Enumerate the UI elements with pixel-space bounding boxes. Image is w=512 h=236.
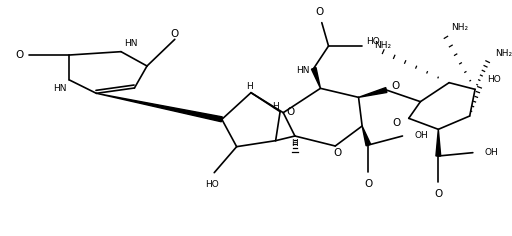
Text: OH: OH bbox=[484, 148, 498, 157]
Text: H: H bbox=[246, 82, 252, 91]
Text: O: O bbox=[15, 50, 24, 60]
Text: O: O bbox=[393, 118, 401, 128]
Polygon shape bbox=[96, 93, 222, 122]
Text: O: O bbox=[364, 179, 373, 189]
Polygon shape bbox=[311, 67, 321, 88]
Polygon shape bbox=[362, 126, 371, 146]
Text: HN: HN bbox=[124, 39, 137, 48]
Text: HN: HN bbox=[53, 84, 67, 93]
Text: O: O bbox=[434, 189, 442, 199]
Text: NH₂: NH₂ bbox=[374, 42, 391, 51]
Polygon shape bbox=[358, 88, 387, 97]
Text: HN: HN bbox=[296, 66, 310, 75]
Text: O: O bbox=[170, 29, 179, 39]
Text: O: O bbox=[316, 7, 324, 17]
Text: O: O bbox=[391, 81, 399, 91]
Text: HO: HO bbox=[487, 75, 501, 84]
Text: H: H bbox=[291, 139, 298, 148]
Text: NH₂: NH₂ bbox=[495, 49, 512, 58]
Text: OH: OH bbox=[414, 131, 428, 140]
Polygon shape bbox=[436, 129, 441, 156]
Text: HO: HO bbox=[205, 180, 219, 189]
Text: NH₂: NH₂ bbox=[451, 23, 468, 32]
Text: HO: HO bbox=[367, 37, 380, 46]
Text: H: H bbox=[272, 102, 279, 111]
Text: O: O bbox=[286, 107, 294, 117]
Text: O: O bbox=[333, 148, 342, 158]
